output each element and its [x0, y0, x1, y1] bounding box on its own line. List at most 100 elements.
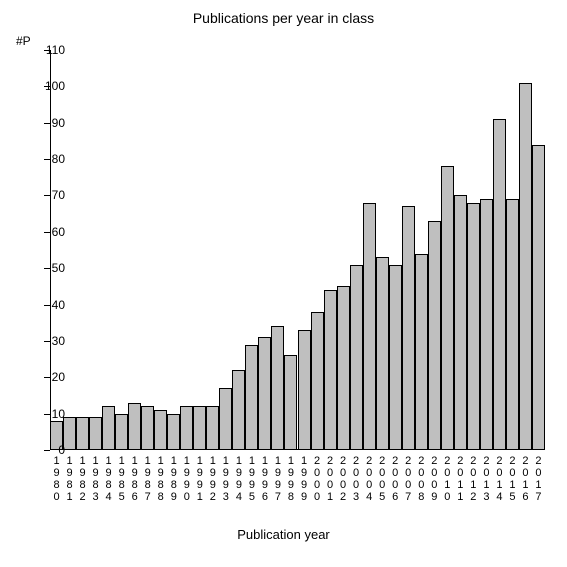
y-tick — [44, 341, 50, 342]
bar — [363, 203, 376, 450]
x-tick-label: 2007 — [403, 455, 413, 503]
y-tick — [44, 195, 50, 196]
bar — [232, 370, 245, 450]
y-tick — [44, 232, 50, 233]
bar — [102, 406, 115, 450]
bar — [506, 199, 519, 450]
bar — [141, 406, 154, 450]
x-tick-label: 1987 — [143, 455, 153, 503]
x-tick-label: 1990 — [182, 455, 192, 503]
x-tick-label: 2006 — [390, 455, 400, 503]
y-tick-label: 10 — [52, 407, 65, 421]
bar — [428, 221, 441, 450]
bar — [154, 410, 167, 450]
y-tick-label: 40 — [52, 298, 65, 312]
bar — [493, 119, 506, 450]
x-tick-label: 1985 — [117, 455, 127, 503]
x-tick-label: 2001 — [325, 455, 335, 503]
bar — [298, 330, 311, 450]
x-tick-label: 1981 — [65, 455, 75, 503]
x-tick-label: 1994 — [234, 455, 244, 503]
x-tick-label: 1984 — [104, 455, 114, 503]
plot-area — [50, 50, 545, 450]
x-tick-label: 1982 — [78, 455, 88, 503]
y-tick-label: 90 — [52, 116, 65, 130]
y-axis-label: #P — [16, 34, 31, 48]
y-tick — [44, 414, 50, 415]
x-axis-title: Publication year — [0, 527, 567, 542]
x-tick-label: 1983 — [91, 455, 101, 503]
x-tick-label: 1998 — [286, 455, 296, 503]
y-tick-label: 20 — [52, 370, 65, 384]
bar — [284, 355, 297, 450]
bar — [115, 414, 128, 450]
x-tick-label: 1993 — [221, 455, 231, 503]
bar — [76, 417, 89, 450]
x-tick-label: 2002 — [338, 455, 348, 503]
x-tick-label: 1996 — [260, 455, 270, 503]
bar — [389, 265, 402, 450]
x-tick-label: 1997 — [273, 455, 283, 503]
y-axis-line — [50, 50, 51, 450]
bar — [206, 406, 219, 450]
x-tick-label: 2013 — [481, 455, 491, 503]
y-tick-label: 110 — [46, 43, 65, 57]
x-tick-label: 1989 — [169, 455, 179, 503]
x-tick-label: 2011 — [455, 455, 465, 503]
y-tick-label: 100 — [45, 79, 65, 93]
y-tick-label: 60 — [52, 225, 65, 239]
bar — [441, 166, 454, 450]
bar — [376, 257, 389, 450]
bar — [311, 312, 324, 450]
chart-container: Publications per year in class #P 010203… — [0, 0, 567, 567]
y-tick-label: 30 — [52, 334, 65, 348]
bar — [467, 203, 480, 450]
bar — [89, 417, 102, 450]
bar — [324, 290, 337, 450]
x-tick-label: 2009 — [429, 455, 439, 503]
y-tick — [44, 450, 50, 451]
bar — [454, 195, 467, 450]
x-tick-label: 2016 — [520, 455, 530, 503]
bar — [219, 388, 232, 450]
x-tick-label: 1986 — [130, 455, 140, 503]
x-tick-label: 1980 — [52, 455, 62, 503]
bar — [519, 83, 532, 450]
bar — [167, 414, 180, 450]
bar — [480, 199, 493, 450]
x-tick-label: 2003 — [351, 455, 361, 503]
x-tick-label: 2012 — [468, 455, 478, 503]
y-tick — [44, 159, 50, 160]
x-tick-label: 1995 — [247, 455, 257, 503]
y-tick-label: 50 — [52, 261, 65, 275]
y-tick — [44, 305, 50, 306]
bar — [415, 254, 428, 450]
x-tick-label: 2014 — [494, 455, 504, 503]
x-tick-label: 2000 — [312, 455, 322, 503]
bar — [402, 206, 415, 450]
x-tick-label: 1988 — [156, 455, 166, 503]
x-tick-label: 2004 — [364, 455, 374, 503]
y-tick — [44, 377, 50, 378]
bar — [180, 406, 193, 450]
bar — [193, 406, 206, 450]
bar — [258, 337, 271, 450]
y-tick-label: 80 — [52, 152, 65, 166]
bar — [532, 145, 545, 450]
y-tick-label: 70 — [52, 188, 65, 202]
bar — [271, 326, 284, 450]
y-tick — [44, 123, 50, 124]
x-tick-label: 1992 — [208, 455, 218, 503]
bar — [128, 403, 141, 450]
y-tick — [44, 268, 50, 269]
x-tick-label: 2015 — [507, 455, 517, 503]
bar — [350, 265, 363, 450]
bar — [337, 286, 350, 450]
x-tick-label: 2005 — [377, 455, 387, 503]
x-tick-label: 2010 — [442, 455, 452, 503]
x-tick-label: 2017 — [533, 455, 543, 503]
bar — [245, 345, 258, 450]
x-tick-label: 1999 — [299, 455, 309, 503]
x-tick-label: 2008 — [416, 455, 426, 503]
chart-title: Publications per year in class — [0, 10, 567, 26]
